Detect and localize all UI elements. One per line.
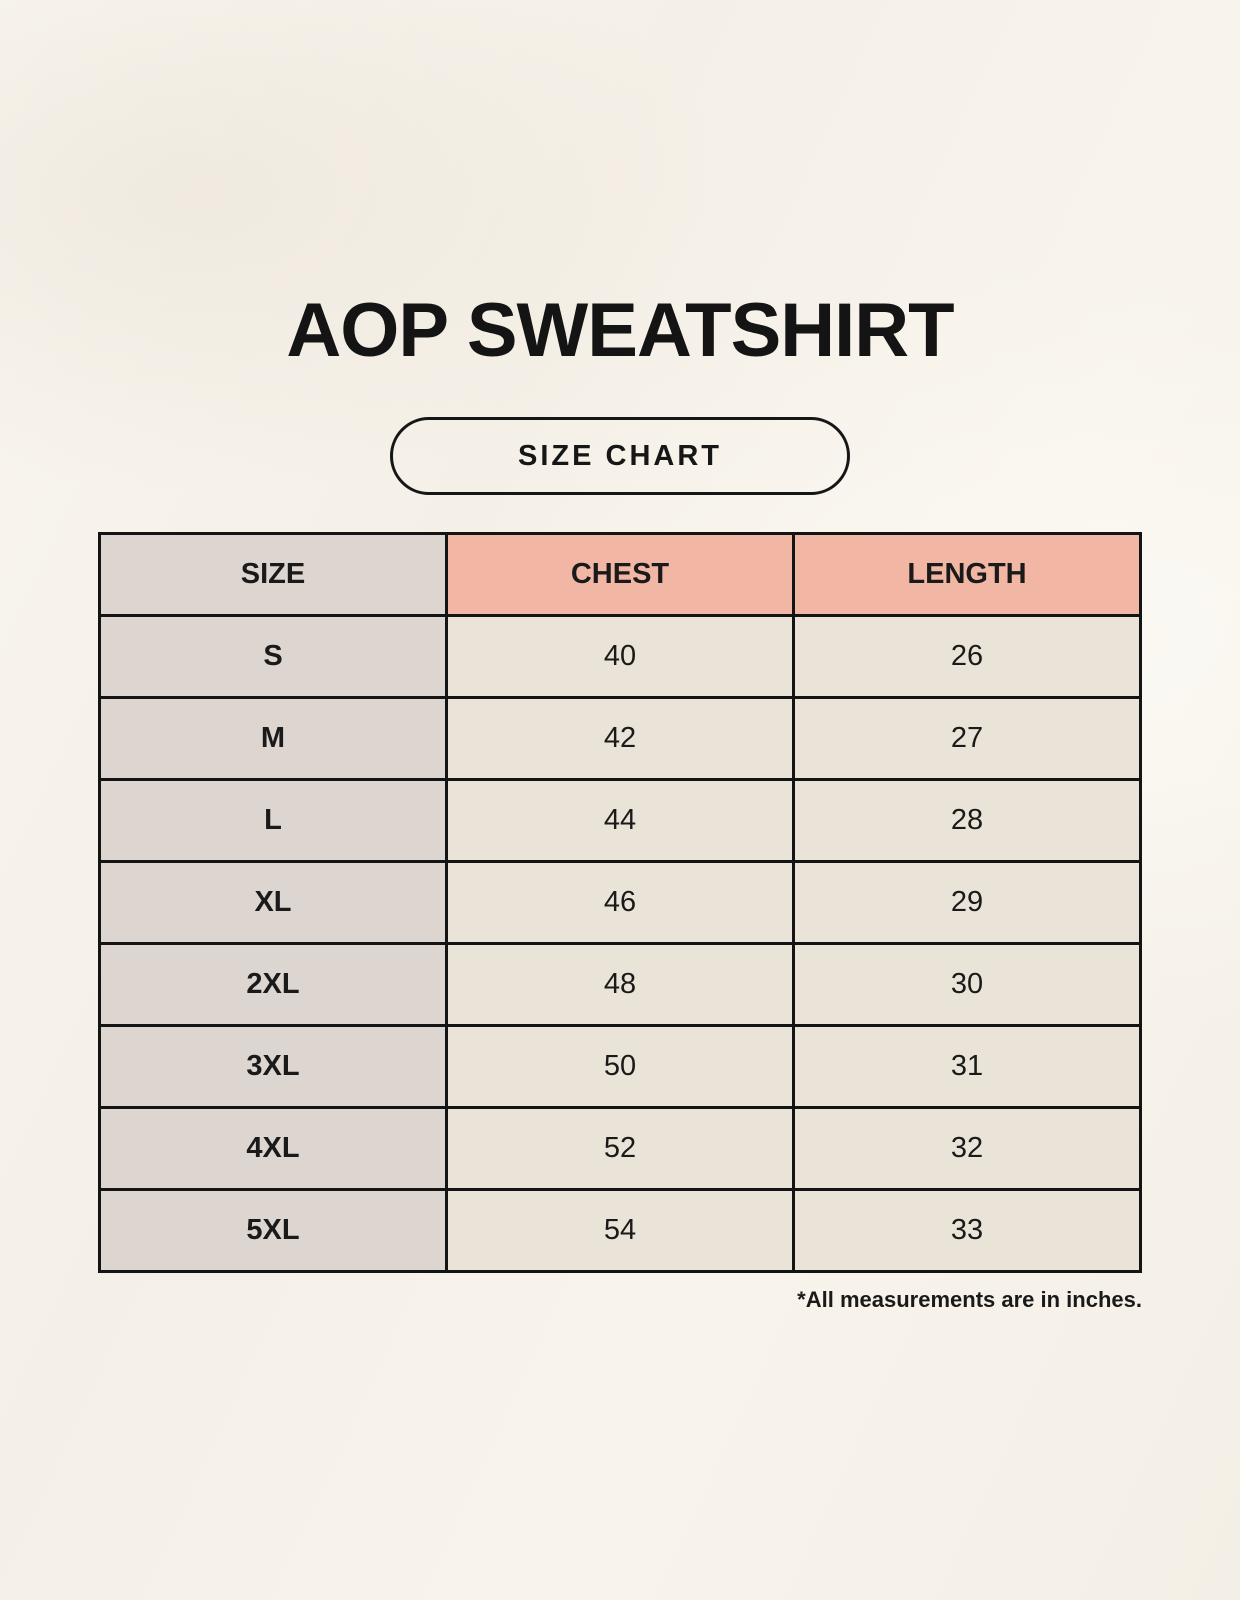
column-header-chest: CHEST [445, 532, 795, 617]
size-chart-table: SIZE CHEST LENGTH S 40 26 M 42 27 L [98, 532, 1142, 1273]
chest-cell: 42 [445, 696, 795, 781]
length-cell: 26 [792, 614, 1142, 699]
size-cell: 4XL [98, 1106, 448, 1191]
product-title: AOP SWEATSHIRT [286, 288, 954, 373]
size-cell: 2XL [98, 942, 448, 1027]
length-cell: 32 [792, 1106, 1142, 1191]
header-row: SIZE CHEST LENGTH [98, 532, 1142, 617]
table-row: 5XL 54 33 [98, 1188, 1142, 1273]
size-cell: S [98, 614, 448, 699]
chest-cell: 44 [445, 778, 795, 863]
table-row: M 42 27 [98, 696, 1142, 781]
table-row: XL 46 29 [98, 860, 1142, 945]
chest-cell: 48 [445, 942, 795, 1027]
measurements-footnote: *All measurements are in inches. [797, 1287, 1142, 1312]
column-header-length: LENGTH [792, 532, 1142, 617]
length-cell: 30 [792, 942, 1142, 1027]
chest-cell: 40 [445, 614, 795, 699]
column-header-size: SIZE [98, 532, 448, 617]
size-cell: L [98, 778, 448, 863]
length-cell: 31 [792, 1024, 1142, 1109]
length-cell: 29 [792, 860, 1142, 945]
chest-cell: 54 [445, 1188, 795, 1273]
size-chart-badge: SIZE CHART [390, 417, 850, 495]
table-row: 2XL 48 30 [98, 942, 1142, 1027]
table-row: L 44 28 [98, 778, 1142, 863]
size-cell: 5XL [98, 1188, 448, 1273]
length-cell: 28 [792, 778, 1142, 863]
size-cell: M [98, 696, 448, 781]
size-cell: XL [98, 860, 448, 945]
chest-cell: 50 [445, 1024, 795, 1109]
size-chart-container: SIZE CHEST LENGTH S 40 26 M 42 27 L [98, 532, 1142, 1313]
length-cell: 33 [792, 1188, 1142, 1273]
length-cell: 27 [792, 696, 1142, 781]
table-row: S 40 26 [98, 614, 1142, 699]
table-row: 3XL 50 31 [98, 1024, 1142, 1109]
chest-cell: 46 [445, 860, 795, 945]
size-chart-badge-label: SIZE CHART [518, 439, 722, 472]
chest-cell: 52 [445, 1106, 795, 1191]
table-row: 4XL 52 32 [98, 1106, 1142, 1191]
size-cell: 3XL [98, 1024, 448, 1109]
